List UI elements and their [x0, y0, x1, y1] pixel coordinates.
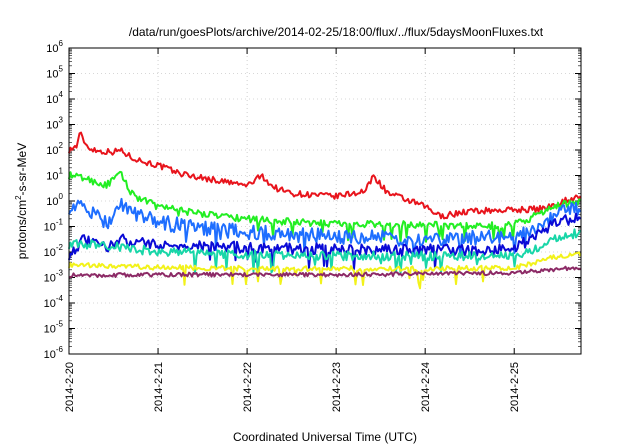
y-tick-label: 10-3 — [44, 269, 64, 285]
y-tick-label: 104 — [46, 90, 63, 106]
y-axis-label: protons/cm2-s-sr-MeV — [14, 143, 29, 259]
y-axis-label-sup: 2 — [14, 195, 23, 200]
chart-title: /data/run/goesPlots/archive/2014-02-25/1… — [129, 25, 544, 39]
y-tick-label: 101 — [46, 167, 63, 183]
y-tick-label: 105 — [46, 65, 63, 81]
series-line — [68, 131, 582, 220]
plot-frame — [68, 47, 582, 355]
y-tick-labels: 10-6 10-5 10-4 10-3 10-2 10-1 100 101 102 103 104 1… — [44, 39, 64, 361]
x-tick-label: 2014-2-21 — [153, 362, 165, 412]
x-tick-label: 2014-2-24 — [420, 362, 432, 412]
x-tick-labels: 2014-2-20 2014-2-21 2014-2-22 2014-2-23 2014… — [64, 362, 521, 412]
y-tick-label: 10-6 — [44, 345, 64, 361]
series-line — [68, 265, 581, 279]
x-tick-label: 2014-2-25 — [509, 362, 521, 412]
series-line — [68, 251, 582, 290]
series-line — [68, 228, 582, 275]
x-tick-label: 2014-2-20 — [64, 362, 76, 412]
y-tick-label: 10-2 — [44, 243, 64, 259]
y-tick-label: 10-5 — [44, 320, 64, 336]
x-axis-label: Coordinated Universal Time (UTC) — [233, 430, 417, 444]
y-axis-label-suffix: -s-sr-MeV — [15, 143, 29, 196]
series-line — [68, 197, 582, 259]
y-tick-label: 10-4 — [44, 294, 64, 310]
y-tick-label: 102 — [46, 141, 63, 157]
series-layer — [68, 131, 582, 290]
y-tick-label: 106 — [46, 39, 63, 55]
y-tick-label: 10-1 — [44, 218, 64, 234]
y-axis-label-prefix: protons/cm — [15, 200, 29, 259]
y-tick-label: 103 — [46, 116, 63, 132]
series-line — [68, 170, 581, 244]
y-tick-label: 100 — [46, 192, 63, 208]
x-tick-label: 2014-2-22 — [242, 362, 254, 412]
x-tick-label: 2014-2-23 — [331, 362, 343, 412]
